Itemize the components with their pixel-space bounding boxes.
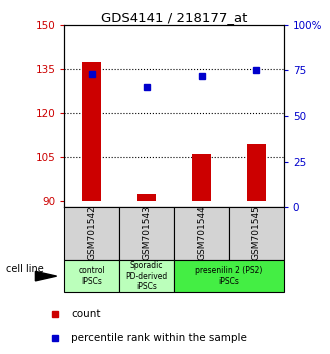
Bar	[174, 260, 284, 292]
Text: GSM701544: GSM701544	[197, 205, 206, 260]
Bar	[229, 207, 284, 260]
Polygon shape	[35, 271, 57, 281]
Text: count: count	[71, 308, 101, 319]
Text: GSM701545: GSM701545	[252, 205, 261, 260]
Bar	[192, 154, 211, 201]
Bar	[137, 194, 156, 201]
Text: control
IPSCs: control IPSCs	[79, 267, 105, 286]
Bar	[247, 144, 266, 201]
Bar	[82, 62, 101, 201]
Text: GSM701542: GSM701542	[87, 205, 96, 260]
Text: percentile rank within the sample: percentile rank within the sample	[71, 333, 247, 343]
Text: Sporadic
PD-derived
iPSCs: Sporadic PD-derived iPSCs	[125, 261, 168, 291]
Bar	[64, 260, 119, 292]
Text: presenilin 2 (PS2)
iPSCs: presenilin 2 (PS2) iPSCs	[195, 267, 263, 286]
Bar	[119, 260, 174, 292]
Text: GSM701543: GSM701543	[142, 205, 151, 260]
Title: GDS4141 / 218177_at: GDS4141 / 218177_at	[101, 11, 247, 24]
Bar	[174, 207, 229, 260]
Text: cell line: cell line	[6, 264, 43, 274]
Bar	[64, 207, 119, 260]
Bar	[119, 207, 174, 260]
